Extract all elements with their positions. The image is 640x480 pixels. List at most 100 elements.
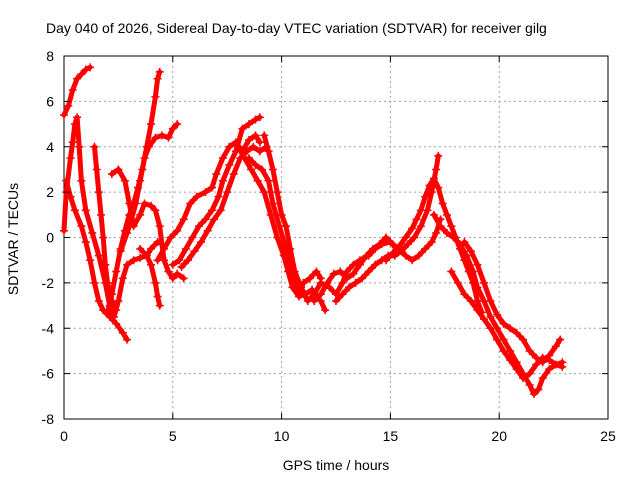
data-point bbox=[207, 206, 216, 215]
chart-title: Day 040 of 2026, Sidereal Day-to-day VTE… bbox=[46, 20, 547, 36]
data-point bbox=[164, 267, 173, 276]
data-point bbox=[388, 240, 397, 249]
data-point bbox=[473, 283, 482, 292]
data-point bbox=[136, 176, 145, 185]
data-point bbox=[90, 278, 99, 287]
data-point bbox=[345, 283, 354, 292]
data-point bbox=[382, 233, 391, 242]
data-point bbox=[86, 256, 95, 265]
data-point bbox=[421, 244, 430, 253]
data-point bbox=[164, 133, 173, 142]
data-point bbox=[70, 206, 79, 215]
data-point bbox=[538, 374, 547, 383]
data-point bbox=[434, 183, 443, 192]
data-point bbox=[473, 260, 482, 269]
data-point bbox=[151, 278, 160, 287]
data-point bbox=[436, 222, 445, 231]
data-point bbox=[486, 312, 495, 321]
data-point bbox=[249, 142, 258, 151]
series-layer bbox=[60, 63, 567, 399]
data-point bbox=[155, 67, 164, 76]
x-tick-label: 5 bbox=[169, 428, 177, 444]
data-point bbox=[268, 199, 277, 208]
series-arc-1 bbox=[60, 63, 95, 119]
data-point bbox=[295, 290, 304, 299]
data-point bbox=[188, 233, 197, 242]
data-point bbox=[151, 206, 160, 215]
data-point bbox=[538, 358, 547, 367]
tick-labels: 0 5 10 15 20 25 -8 -6 -4 -2 0 2 4 6 8 bbox=[42, 48, 616, 444]
data-point bbox=[86, 63, 95, 72]
data-point bbox=[73, 74, 82, 83]
data-point bbox=[277, 210, 286, 219]
data-point bbox=[70, 120, 79, 129]
data-point bbox=[75, 142, 84, 151]
data-point bbox=[131, 199, 140, 208]
data-point bbox=[155, 222, 164, 231]
data-point bbox=[438, 199, 447, 208]
data-point bbox=[168, 260, 177, 269]
data-point bbox=[216, 206, 225, 215]
data-point bbox=[525, 380, 534, 389]
data-point bbox=[421, 192, 430, 201]
data-point bbox=[177, 262, 186, 271]
data-point bbox=[203, 226, 212, 235]
data-point bbox=[255, 113, 264, 122]
data-point bbox=[310, 297, 319, 306]
y-tick-label: -4 bbox=[42, 320, 55, 336]
data-point bbox=[486, 324, 495, 333]
data-point bbox=[534, 385, 543, 394]
data-point bbox=[408, 224, 417, 233]
data-point bbox=[297, 283, 306, 292]
data-point bbox=[151, 133, 160, 142]
data-point bbox=[519, 335, 528, 344]
x-tick-label: 20 bbox=[491, 428, 507, 444]
x-axis-label: GPS time / hours bbox=[283, 457, 390, 473]
data-point bbox=[107, 290, 116, 299]
data-point bbox=[157, 131, 166, 140]
data-point bbox=[136, 210, 145, 219]
data-point bbox=[107, 169, 116, 178]
data-point bbox=[253, 176, 262, 185]
data-point bbox=[338, 278, 347, 287]
series-arc-11 bbox=[177, 142, 271, 271]
series-trail bbox=[179, 144, 269, 270]
data-point bbox=[140, 154, 149, 163]
data-point bbox=[73, 113, 82, 122]
data-point bbox=[238, 124, 247, 133]
data-point bbox=[429, 210, 438, 219]
data-point bbox=[123, 335, 132, 344]
data-point bbox=[388, 249, 397, 258]
series-arc-16 bbox=[332, 151, 443, 306]
data-point bbox=[244, 120, 253, 129]
data-point bbox=[77, 176, 86, 185]
data-point bbox=[168, 124, 177, 133]
data-point bbox=[181, 244, 190, 253]
series-trail bbox=[431, 212, 565, 397]
data-point bbox=[493, 310, 502, 319]
data-point bbox=[105, 312, 114, 321]
data-point bbox=[151, 92, 160, 101]
data-point bbox=[101, 260, 110, 269]
data-point bbox=[442, 210, 451, 219]
data-point bbox=[425, 181, 434, 190]
data-point bbox=[77, 70, 86, 79]
data-point bbox=[175, 256, 184, 265]
data-point bbox=[247, 165, 256, 174]
data-point bbox=[264, 176, 273, 185]
data-point bbox=[153, 256, 162, 265]
y-tick-label: -2 bbox=[42, 275, 55, 291]
data-point bbox=[499, 319, 508, 328]
data-point bbox=[525, 346, 534, 355]
data-point bbox=[466, 247, 475, 256]
data-point bbox=[266, 210, 275, 219]
data-point bbox=[120, 176, 129, 185]
data-point bbox=[147, 120, 156, 129]
data-point bbox=[94, 251, 103, 260]
data-point bbox=[147, 201, 156, 210]
data-point bbox=[194, 222, 203, 231]
data-point bbox=[401, 233, 410, 242]
data-point bbox=[144, 142, 153, 151]
y-tick-label: 6 bbox=[46, 93, 54, 109]
